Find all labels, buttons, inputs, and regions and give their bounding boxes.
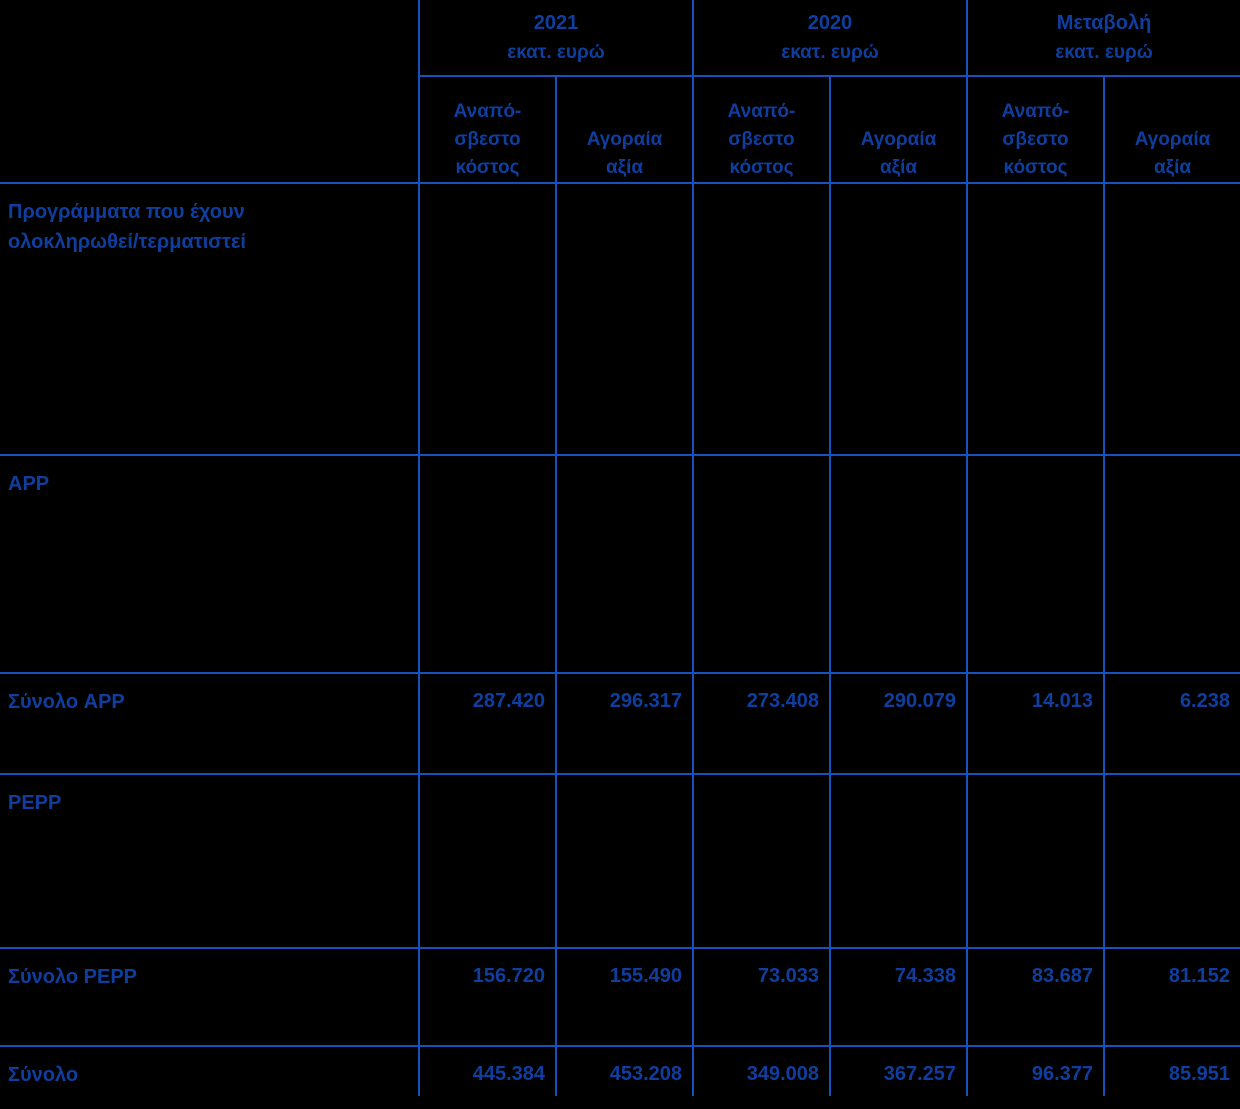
value-cell: 81.152: [1103, 947, 1240, 1046]
col-group-2020-unit: εκατ. ευρώ: [781, 41, 879, 63]
row-label-app: APP: [0, 454, 419, 673]
value-cell: 14.013: [966, 672, 1104, 774]
value-cell: 85.951: [1103, 1045, 1240, 1096]
value-cell: 96.377: [966, 1045, 1104, 1096]
value-cell: 445.384: [418, 1045, 556, 1096]
value-cell: [829, 454, 967, 673]
table-row-pepp: PEPP: [0, 773, 1240, 948]
value-cell: [555, 454, 693, 673]
subheader-amortised-cost-2020: Αναπό- σβεστο κόστος: [692, 76, 830, 184]
table-row-grand-total: Σύνολο 445.384 453.208 349.008 367.257 9…: [0, 1045, 1240, 1096]
value-cell: [966, 182, 1104, 455]
value-cell: [418, 454, 556, 673]
value-cell: 83.687: [966, 947, 1104, 1046]
value-cell: 156.720: [418, 947, 556, 1046]
col-group-change-unit: εκατ. ευρώ: [1055, 41, 1153, 63]
value-cell: 367.257: [829, 1045, 967, 1096]
value-cell: [692, 454, 830, 673]
row-label-total-app: Σύνολο APP: [0, 672, 419, 774]
subheader-market-value-2020: Αγοραία αξία: [829, 76, 967, 184]
value-cell: 290.079: [829, 672, 967, 774]
value-cell: [555, 182, 693, 455]
value-cell: [555, 773, 693, 948]
row-label-grand-total: Σύνολο: [0, 1045, 419, 1096]
value-cell: [829, 773, 967, 948]
value-cell: [966, 454, 1104, 673]
value-cell: [966, 773, 1104, 948]
header-row-measures: Αναπό- σβεστο κόστος Αγοραία αξία Αναπό-…: [0, 76, 1240, 184]
value-cell: 155.490: [555, 947, 693, 1046]
header-row-years: 2021 εκατ. ευρώ 2020 εκατ. ευρώ Μεταβολή…: [0, 0, 1240, 184]
value-cell: [1103, 454, 1240, 673]
col-group-2021-title: 2021: [533, 11, 579, 34]
value-cell: [692, 773, 830, 948]
value-cell: [418, 182, 556, 455]
value-cell: 453.208: [555, 1045, 693, 1096]
row-label-total-pepp: Σύνολο PEPP: [0, 947, 419, 1046]
row-label-completed-programmes: Προγράμματα που έχουν ολοκληρωθεί/τερματ…: [0, 182, 419, 455]
value-cell: 6.238: [1103, 672, 1240, 774]
value-cell: 287.420: [418, 672, 556, 774]
table-row-app: APP: [0, 454, 1240, 673]
subheader-market-value-2021: Αγοραία αξία: [555, 76, 693, 184]
value-cell: [692, 182, 830, 455]
table-row-total-app: Σύνολο APP 287.420 296.317 273.408 290.0…: [0, 672, 1240, 774]
subheader-amortised-cost-2021: Αναπό- σβεστο κόστος: [418, 76, 556, 184]
value-cell: 73.033: [692, 947, 830, 1046]
col-group-2021: 2021 εκατ. ευρώ: [418, 0, 693, 77]
value-cell: [418, 773, 556, 948]
col-group-2021-unit: εκατ. ευρώ: [507, 41, 605, 63]
col-group-change: Μεταβολή εκατ. ευρώ: [966, 0, 1240, 77]
value-cell: [1103, 773, 1240, 948]
subheader-market-value-change: Αγοραία αξία: [1103, 76, 1240, 184]
value-cell: 349.008: [692, 1045, 830, 1096]
col-group-2020-title: 2020: [807, 11, 853, 34]
col-group-2020: 2020 εκατ. ευρώ: [692, 0, 967, 77]
value-cell: [1103, 182, 1240, 455]
value-cell: [829, 182, 967, 455]
table-row-total-pepp: Σύνολο PEPP 156.720 155.490 73.033 74.33…: [0, 947, 1240, 1046]
col-group-change-title: Μεταβολή: [1056, 11, 1152, 34]
corner-header-cell: [0, 0, 419, 184]
value-cell: 273.408: [692, 672, 830, 774]
row-label-pepp: PEPP: [0, 773, 419, 948]
subheader-amortised-cost-change: Αναπό- σβεστο κόστος: [966, 76, 1104, 184]
table-row-completed-programmes: Προγράμματα που έχουν ολοκληρωθεί/τερματ…: [0, 182, 1240, 455]
value-cell: 74.338: [829, 947, 967, 1046]
value-cell: 296.317: [555, 672, 693, 774]
